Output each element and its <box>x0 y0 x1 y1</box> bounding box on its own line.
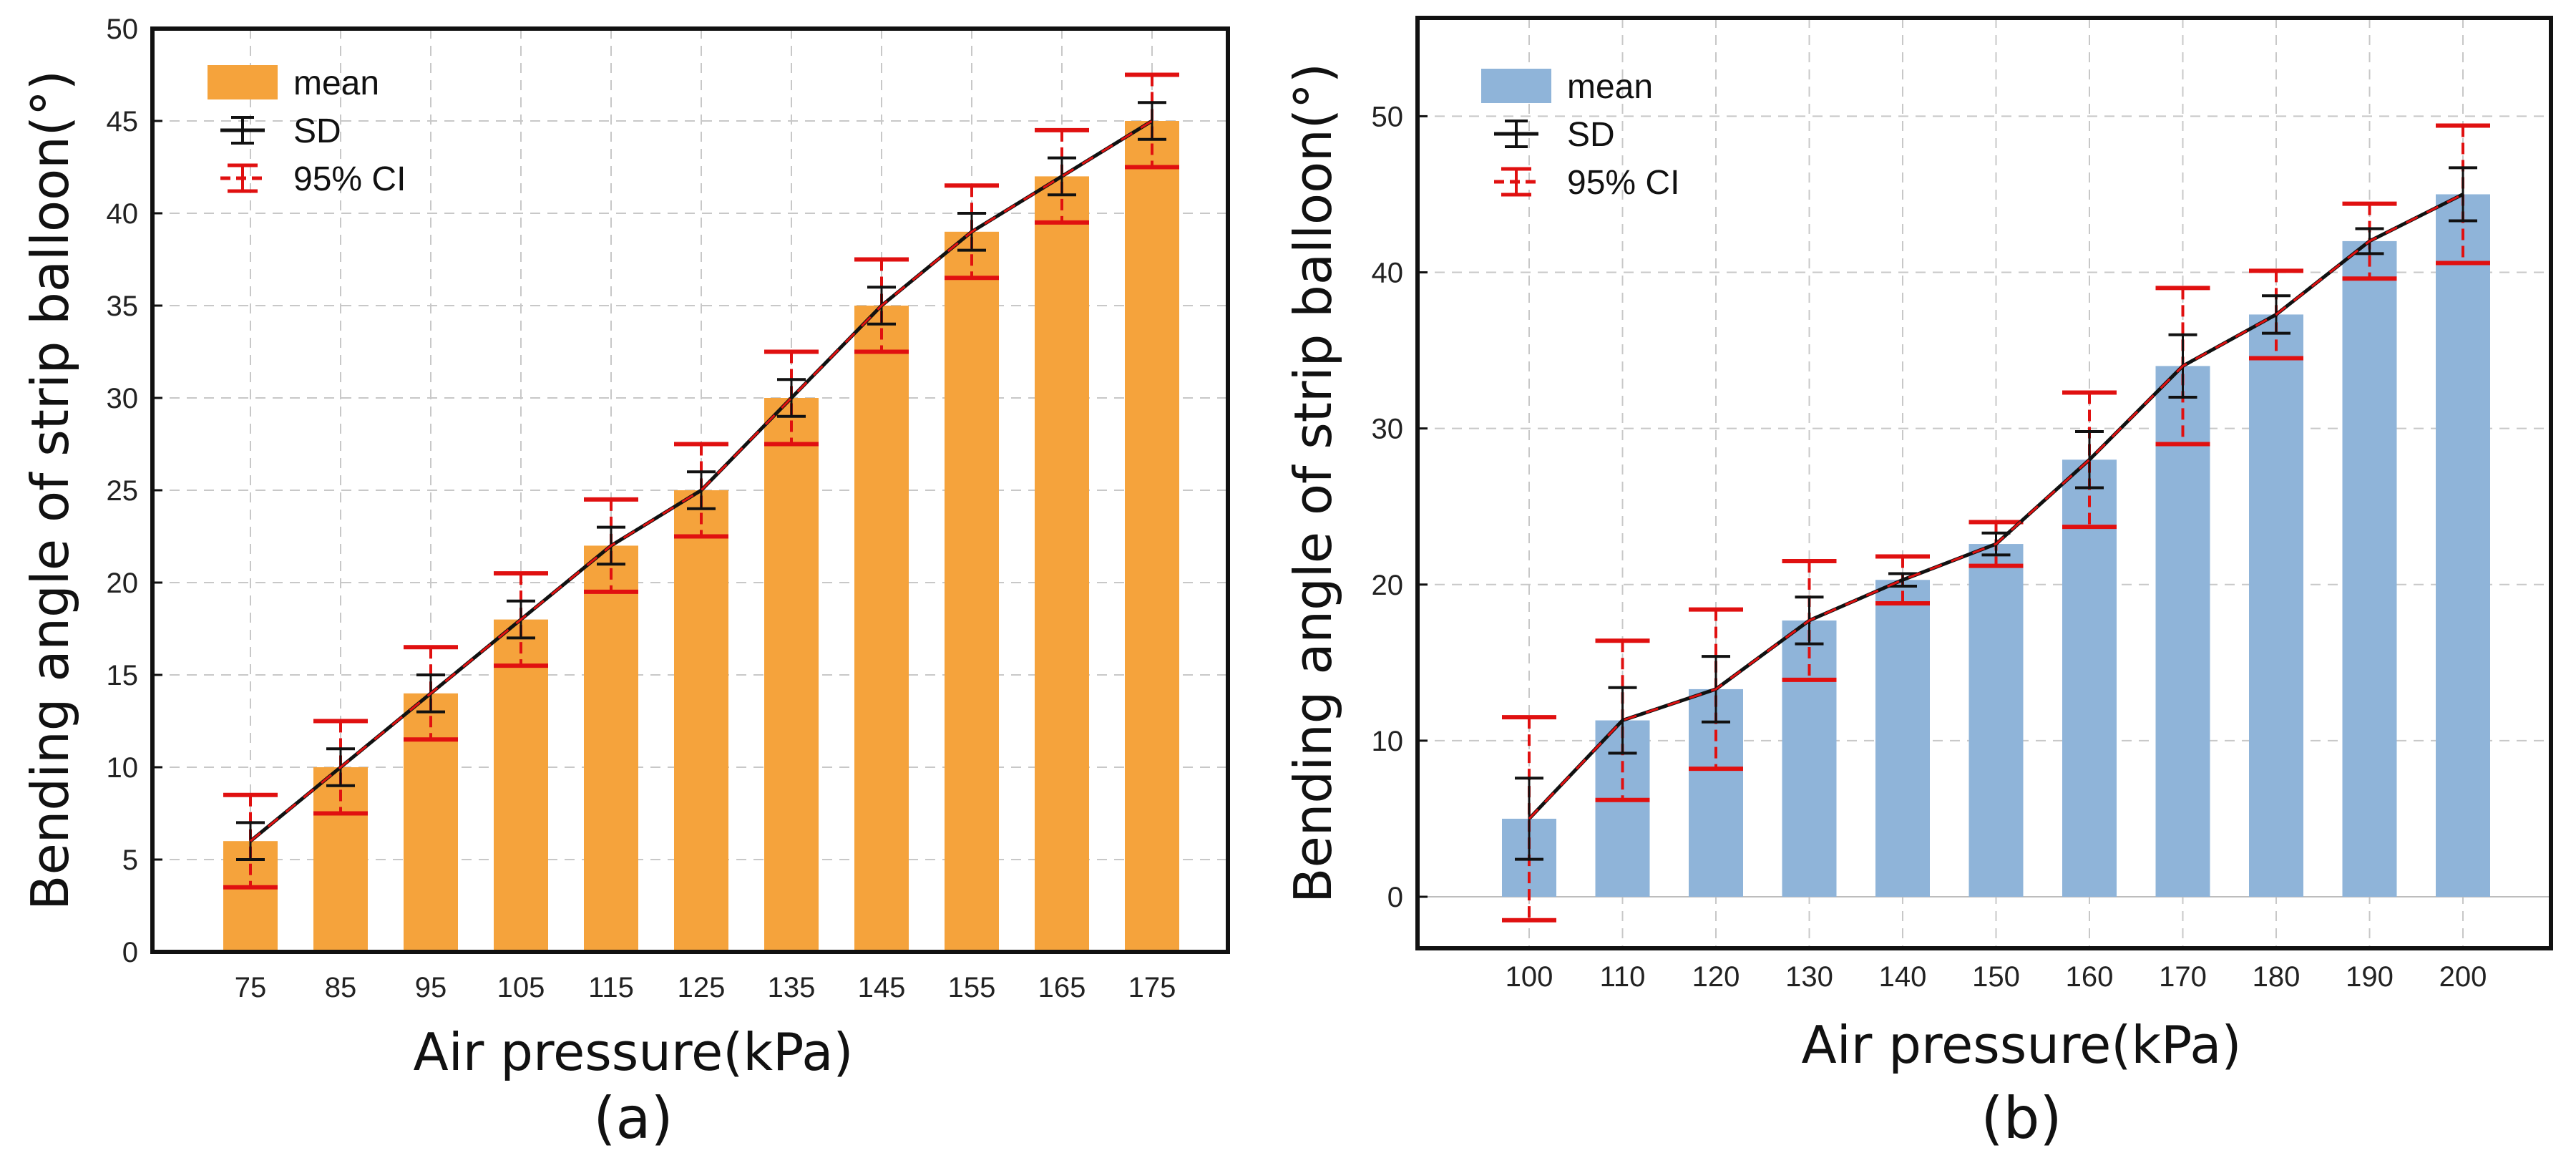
x-tick-label: 170 <box>2159 961 2207 993</box>
x-tick-label: 140 <box>1879 961 1927 993</box>
bar <box>2342 240 2397 897</box>
x-tick-label: 155 <box>948 972 996 1003</box>
legend-label-mean: mean <box>293 64 379 102</box>
x-tick-label: 85 <box>325 972 357 1003</box>
x-tick-label: 115 <box>588 972 634 1003</box>
x-axis-label: Air pressure(kPa) <box>414 1022 854 1082</box>
panel-label: (a) <box>593 1085 673 1152</box>
mean-line-ci-overlay <box>250 120 1153 842</box>
bar <box>2249 314 2303 897</box>
bar <box>1125 121 1179 952</box>
legend-label-ci: 95% CI <box>1567 164 1679 202</box>
bar <box>1968 544 2024 897</box>
y-tick-label: 50 <box>107 14 139 45</box>
x-tick-label: 95 <box>415 972 447 1003</box>
x-tick-label: 180 <box>2253 961 2301 993</box>
y-tick-label: 20 <box>107 568 139 599</box>
x-tick-label: 160 <box>2066 961 2114 993</box>
bar <box>674 490 728 952</box>
chart-b: 0 10 20 30 40 50 100 110 120 130 140 150 160 170 180 19… <box>1283 16 2553 1152</box>
x-tick-label: 100 <box>1506 961 1553 993</box>
bar <box>404 693 458 952</box>
y-tick-label: 20 <box>1372 570 1404 601</box>
legend-swatch-mean <box>208 65 278 99</box>
y-tick-label: 50 <box>1372 101 1404 132</box>
y-tick-label: 45 <box>107 106 139 137</box>
x-tick-label: 165 <box>1038 972 1086 1003</box>
legend-label-mean: mean <box>1567 68 1653 106</box>
x-tick-label: 145 <box>858 972 906 1003</box>
x-tick-label: 200 <box>2439 961 2487 993</box>
bar <box>2436 194 2490 897</box>
legend-label-sd: SD <box>293 112 341 150</box>
y-tick-label: 40 <box>1372 258 1404 289</box>
bar <box>945 231 999 952</box>
x-tick-label: 150 <box>1972 961 2020 993</box>
y-axis-label: Bending angle of strip balloon(°) <box>1283 63 1343 903</box>
y-tick-label: 40 <box>107 198 139 230</box>
bar <box>1035 176 1089 952</box>
x-tick-label: 135 <box>768 972 816 1003</box>
panel-label: (b) <box>1981 1085 2062 1152</box>
x-axis-label: Air pressure(kPa) <box>1802 1015 2242 1075</box>
y-tick-label: 35 <box>107 291 139 322</box>
chart-a: 0 5 10 15 20 25 30 35 40 45 50 75 85 95 105 115 125 135 14… <box>20 14 1230 1152</box>
bar <box>494 619 548 952</box>
x-tick-label: 175 <box>1128 972 1176 1003</box>
y-tick-label: 0 <box>122 937 138 968</box>
bar <box>1875 580 1930 897</box>
x-tick-label: 110 <box>1600 961 1646 993</box>
bar <box>854 306 909 952</box>
y-tick-label: 30 <box>107 383 139 414</box>
bar <box>2155 366 2210 897</box>
mean-line-ci-overlay <box>1528 193 2464 819</box>
bar <box>2062 459 2117 897</box>
bar <box>1782 620 1837 897</box>
y-axis-label: Bending angle of strip balloon(°) <box>20 70 80 910</box>
bar <box>584 545 638 952</box>
x-tick-label: 130 <box>1785 961 1833 993</box>
y-tick-label: 5 <box>122 845 138 876</box>
x-tick-label: 105 <box>497 972 545 1003</box>
y-tick-label: 30 <box>1372 414 1404 445</box>
y-tick-label: 10 <box>107 752 139 784</box>
legend-label-ci: 95% CI <box>293 160 406 198</box>
y-tick-label: 15 <box>107 660 139 691</box>
x-tick-label: 125 <box>678 972 726 1003</box>
x-tick-label: 120 <box>1692 961 1740 993</box>
x-tick-label: 190 <box>2346 961 2394 993</box>
y-tick-label: 0 <box>1387 882 1403 913</box>
plot-frame <box>1415 16 2553 950</box>
legend-swatch-mean <box>1481 69 1551 103</box>
y-tick-label: 10 <box>1372 726 1404 757</box>
bar <box>764 398 819 952</box>
y-tick-label: 25 <box>107 475 139 507</box>
legend-label-sd: SD <box>1567 116 1615 154</box>
x-tick-label: 75 <box>235 972 267 1003</box>
